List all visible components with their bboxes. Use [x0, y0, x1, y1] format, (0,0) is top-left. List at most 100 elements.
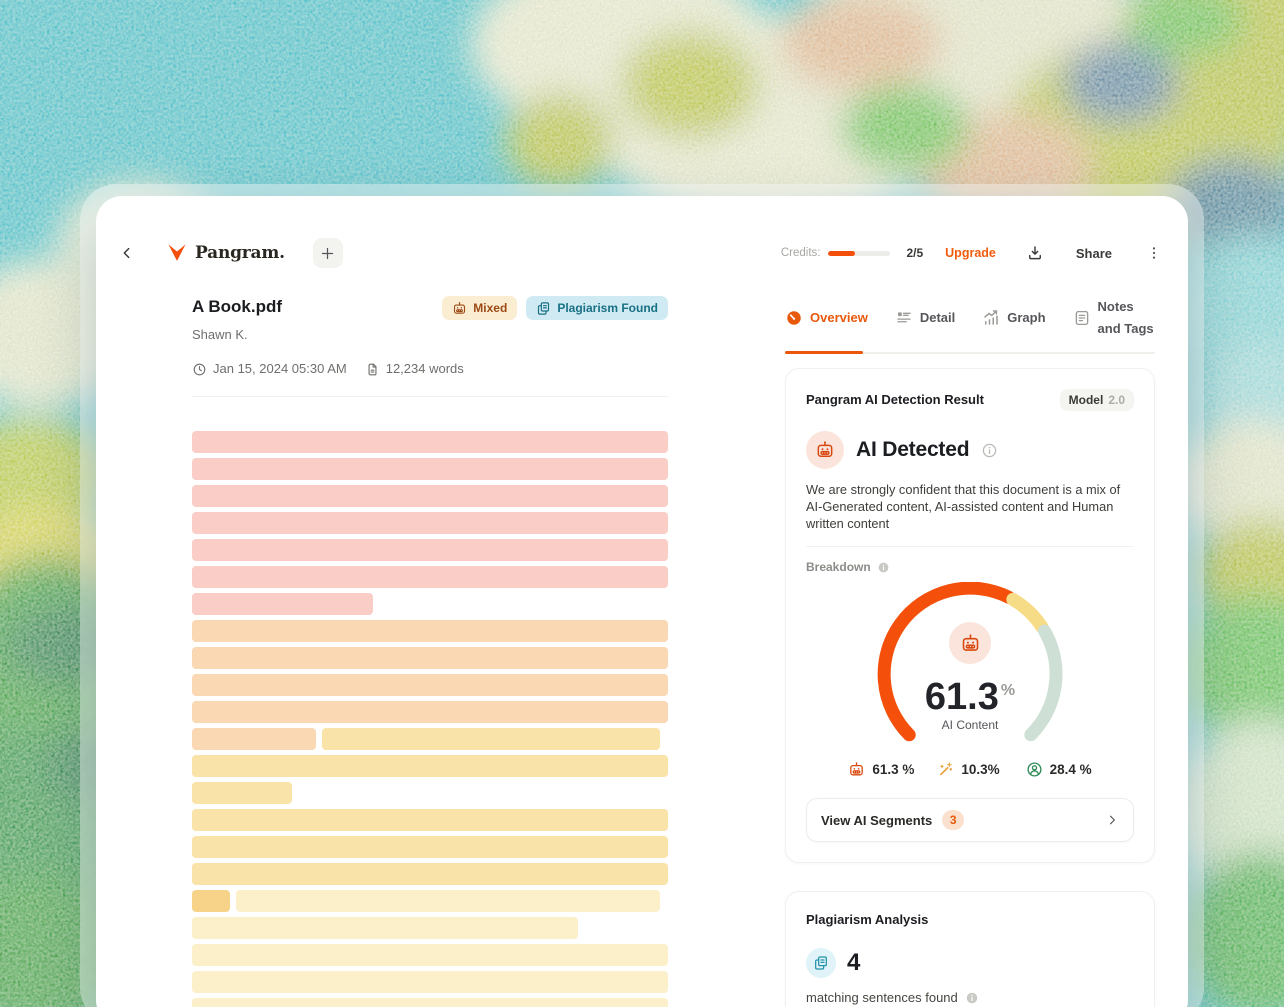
highlighted-sentence-ai_mixed[interactable] [192, 674, 668, 696]
robot-icon [452, 301, 467, 316]
highlight-row [192, 431, 668, 453]
document-pane: A Book.pdf Mixed Plagiarism Found Shawn … [192, 296, 668, 1007]
match-count: 4 [847, 949, 861, 976]
download-button[interactable] [1026, 244, 1044, 262]
gauge-caption: AI Content [941, 718, 999, 732]
highlighted-sentence-assisted[interactable] [192, 782, 292, 804]
divider [806, 546, 1134, 547]
app-window: Pangram. Credits: 2/5 Upgrade Share [96, 196, 1188, 1007]
back-button[interactable] [114, 240, 140, 266]
highlighted-sentence-assisted[interactable] [192, 809, 668, 831]
tab-notes-and-tags[interactable]: Notes and Tags [1073, 296, 1155, 340]
plagiarism-card-title: Plagiarism Analysis [806, 912, 929, 927]
highlight-row [192, 674, 668, 696]
highlighted-sentence-ai[interactable] [192, 593, 373, 615]
highlighted-sentence-human[interactable] [192, 944, 668, 966]
view-ai-segments-button[interactable]: View AI Segments 3 [806, 798, 1134, 842]
panel-tabs: Overview Detail Graph [785, 296, 1155, 340]
verdict-description: We are strongly confident that this docu… [806, 482, 1121, 531]
document-author: Shawn K. [192, 327, 248, 342]
credits-fill [828, 250, 855, 256]
document-word-count: 12,234 words [365, 360, 464, 378]
highlighted-sentence-human[interactable] [192, 971, 668, 993]
detection-card-title: Pangram AI Detection Result [806, 392, 984, 407]
highlight-row [192, 782, 668, 804]
highlighted-sentence-human[interactable] [192, 998, 668, 1007]
highlight-row [192, 836, 668, 858]
highlighted-sentence-assisted[interactable] [192, 836, 668, 858]
gauge-value: 61.3% [924, 676, 1016, 718]
highlight-row [192, 593, 668, 615]
highlighted-sentence-ai_mixed[interactable] [192, 728, 316, 750]
highlighted-sentence-ai_mixed[interactable] [192, 701, 668, 723]
robot-icon [848, 761, 865, 778]
analysis-panel: Overview Detail Graph [785, 296, 1155, 1007]
highlighted-sentence-assisted_dark[interactable] [192, 890, 231, 912]
new-document-button[interactable] [312, 238, 343, 268]
highlighted-sentence-ai[interactable] [192, 539, 668, 561]
match-caption: matching sentences found [806, 990, 958, 1005]
clock-icon [193, 363, 206, 375]
breakdown-stats: 61.3 % › 10.3% 28.4 % [806, 761, 1134, 778]
highlighted-sentence-ai_mixed[interactable] [192, 647, 668, 669]
mixed-badge[interactable]: Mixed [442, 296, 518, 320]
info-icon[interactable] [965, 991, 979, 1005]
highlighted-sentence-ai_mixed[interactable] [192, 620, 668, 642]
note-icon [1073, 309, 1091, 327]
more-menu-button[interactable] [1146, 245, 1162, 261]
stat-ai: 61.3 % › [848, 761, 914, 778]
brand: Pangram. [166, 243, 285, 263]
brand-name: Pangram. [195, 243, 285, 263]
plagiarism-found-badge[interactable]: Plagiarism Found [526, 296, 668, 320]
breakdown-label: Breakdown [806, 560, 871, 574]
highlighted-sentence-ai[interactable] [192, 458, 668, 480]
gauge-segment-ai-generated [877, 582, 1016, 742]
wand-icon [937, 761, 954, 778]
copy-icon [806, 948, 836, 978]
chevron-right-icon: › [907, 762, 912, 777]
tab-overview[interactable]: Overview [785, 307, 868, 329]
verdict-label: AI Detected [856, 438, 970, 461]
highlight-row [192, 944, 668, 966]
download-icon [1028, 246, 1041, 260]
file-icon [368, 363, 377, 375]
chevron-right-icon [1105, 813, 1119, 827]
highlighted-sentence-assisted[interactable] [321, 728, 660, 750]
highlight-row [192, 539, 668, 561]
top-bar: Pangram. Credits: 2/5 Upgrade Share [96, 236, 1188, 270]
document-date: Jan 15, 2024 05:30 AM [192, 360, 347, 378]
plus-icon [322, 247, 334, 259]
highlighted-sentence-human[interactable] [236, 890, 660, 912]
stat-ai-assisted: 10.3% [937, 761, 1000, 778]
highlight-row [192, 728, 668, 750]
highlight-row [192, 809, 668, 831]
stat-human: 28.4 % [1026, 761, 1092, 778]
gauge-icon [785, 309, 803, 327]
pangram-logo-icon [168, 244, 186, 261]
share-button[interactable]: Share [1075, 245, 1112, 261]
copy-icon [536, 301, 551, 316]
highlight-row [192, 890, 668, 912]
upgrade-link[interactable]: Upgrade [945, 246, 996, 260]
highlight-row [192, 917, 668, 939]
highlight-row [192, 566, 668, 588]
robot-icon [949, 622, 991, 664]
tab-graph[interactable]: Graph [982, 307, 1046, 329]
highlighted-sentence-assisted[interactable] [192, 863, 668, 885]
highlighted-sentence-ai[interactable] [192, 512, 668, 534]
document-title: A Book.pdf [192, 297, 283, 316]
divider [192, 396, 668, 397]
highlighted-sentence-ai[interactable] [192, 485, 668, 507]
highlight-row [192, 620, 668, 642]
highlight-row [192, 971, 668, 993]
highlighted-sentence-human[interactable] [192, 917, 578, 939]
info-icon[interactable] [981, 442, 998, 459]
tab-detail[interactable]: Detail [895, 307, 955, 329]
document-highlight-map [192, 431, 668, 1007]
ai-breakdown-gauge: 61.3% AI Content [806, 582, 1134, 757]
highlighted-sentence-ai[interactable] [192, 566, 668, 588]
info-icon[interactable] [877, 561, 890, 574]
highlighted-sentence-ai[interactable] [192, 431, 668, 453]
highlighted-sentence-assisted[interactable] [192, 755, 668, 777]
gauge-segment-ai-assisted [1006, 592, 1049, 634]
